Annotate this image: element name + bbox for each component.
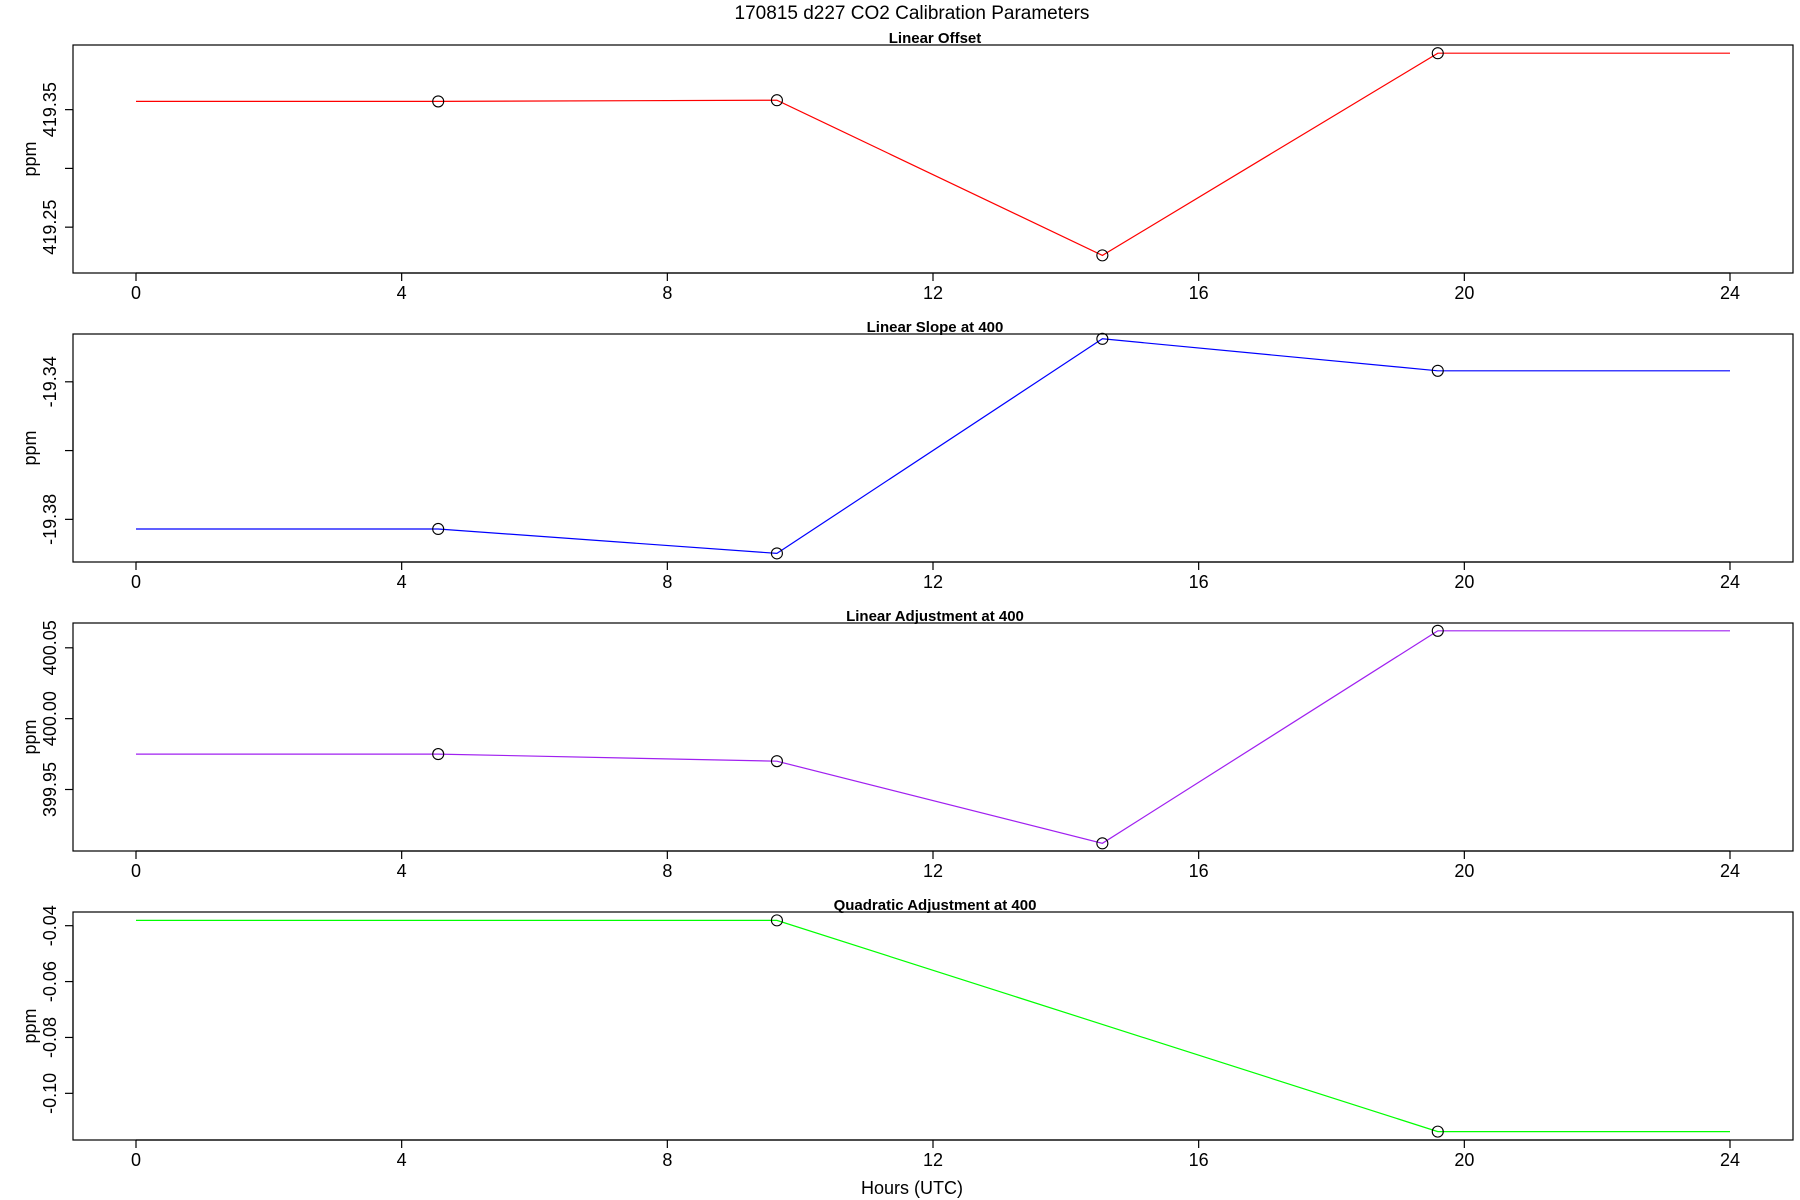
data-point-marker <box>770 755 783 768</box>
data-point-marker <box>770 547 783 560</box>
data-point-marker <box>770 914 783 927</box>
x-tick-label: 12 <box>923 1150 943 1170</box>
data-point-marker <box>432 522 445 536</box>
y-tick-label: 419.25 <box>40 200 60 255</box>
x-tick-label: 20 <box>1454 1150 1474 1170</box>
y-tick-label: -0.06 <box>40 961 60 1002</box>
x-tick-label: 16 <box>1189 283 1209 303</box>
x-tick-label: 8 <box>662 861 672 881</box>
x-tick-label: 20 <box>1454 572 1474 592</box>
data-point-marker <box>770 94 783 107</box>
x-tick-label: 8 <box>662 1150 672 1170</box>
series-line <box>136 338 1730 555</box>
x-tick-label: 20 <box>1454 283 1474 303</box>
x-tick-label: 12 <box>923 283 943 303</box>
x-tick-label: 20 <box>1454 861 1474 881</box>
panel-title: Quadratic Adjustment at 400 <box>834 897 1037 914</box>
y-axis-label: ppm <box>20 430 40 465</box>
plot-frame <box>72 44 1794 274</box>
y-axis-label: ppm <box>20 719 40 754</box>
x-tick-label: 16 <box>1189 1150 1209 1170</box>
panel-title: Linear Slope at 400 <box>867 319 1004 336</box>
series-line <box>136 52 1730 257</box>
x-tick-label: 4 <box>397 861 407 881</box>
x-tick-label: 8 <box>662 283 672 303</box>
plot-frame <box>72 622 1794 852</box>
y-axis-label: ppm <box>20 141 40 176</box>
y-tick-label: 400.00 <box>40 691 60 746</box>
plot-frame <box>72 911 1794 1141</box>
series-line <box>136 919 1730 1133</box>
data-point-marker <box>1431 624 1444 637</box>
y-tick-label: -0.10 <box>40 1073 60 1114</box>
x-tick-label: 12 <box>923 572 943 592</box>
plot-frame <box>72 333 1794 563</box>
data-point-marker <box>1096 837 1109 850</box>
figure-title: 170815 d227 CO2 Calibration Parameters <box>735 3 1090 24</box>
panel-4: Quadratic Adjustment at 400 0 4 8 12 16 20 24 -0… <box>20 897 1794 1170</box>
panel-2: Linear Slope at 400 0 4 8 12 16 20 24 -19.38 -19.… <box>20 319 1794 592</box>
y-axis-label: ppm <box>20 1008 40 1043</box>
data-point-marker <box>1431 364 1444 377</box>
x-tick-label: 16 <box>1189 572 1209 592</box>
y-tick-label: -19.34 <box>40 356 60 407</box>
x-tick-label: 24 <box>1720 861 1740 881</box>
x-tick-label: 0 <box>131 1150 141 1170</box>
y-tick-label: -0.04 <box>40 905 60 946</box>
x-tick-label: 4 <box>397 572 407 592</box>
panel-title: Linear Adjustment at 400 <box>846 608 1024 625</box>
y-tick-label: 400.05 <box>40 620 60 675</box>
data-point-marker <box>1096 249 1109 262</box>
x-tick-label: 0 <box>131 572 141 592</box>
x-axis-label: Hours (UTC) <box>861 1178 963 1198</box>
x-tick-label: 8 <box>662 572 672 592</box>
x-tick-label: 4 <box>397 1150 407 1170</box>
panel-title: Linear Offset <box>889 30 982 47</box>
x-tick-label: 24 <box>1720 283 1740 303</box>
data-point-marker <box>1431 1125 1444 1138</box>
y-tick-label: -0.08 <box>40 1017 60 1058</box>
panel-3: Linear Adjustment at 400 0 4 8 12 16 20 24 399.9… <box>20 608 1794 881</box>
data-point-marker <box>1431 47 1444 60</box>
y-tick-label: -19.38 <box>40 494 60 545</box>
x-tick-label: 12 <box>923 861 943 881</box>
y-tick-label: 419.35 <box>40 82 60 137</box>
series-line <box>136 630 1730 844</box>
x-tick-label: 0 <box>131 283 141 303</box>
x-tick-label: 24 <box>1720 572 1740 592</box>
x-tick-label: 0 <box>131 861 141 881</box>
data-point-marker <box>432 95 445 108</box>
x-tick-label: 4 <box>397 283 407 303</box>
data-point-marker <box>1096 332 1109 345</box>
y-tick-label: 399.95 <box>40 762 60 817</box>
data-point-marker <box>432 748 445 761</box>
x-tick-label: 24 <box>1720 1150 1740 1170</box>
x-tick-label: 16 <box>1189 861 1209 881</box>
